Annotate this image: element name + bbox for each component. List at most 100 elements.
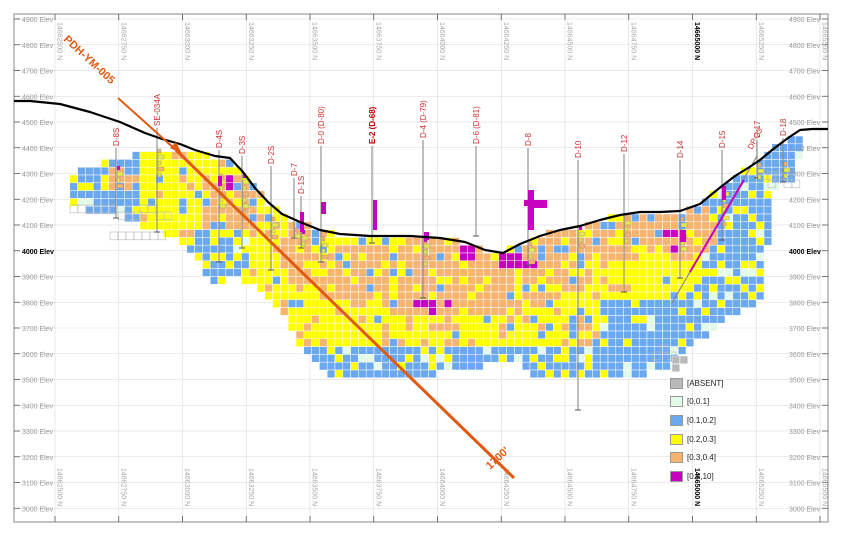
block-cell (131, 190, 141, 199)
block-cell (365, 307, 375, 316)
block-cell (529, 268, 539, 277)
legend-label: [0,0.1] (687, 397, 710, 407)
block-cell (295, 307, 305, 316)
block-cell (592, 276, 601, 285)
block-cell (482, 283, 492, 293)
block-cell (553, 276, 562, 285)
block-cell (506, 268, 515, 277)
block-cell (638, 221, 648, 230)
elevation-label-left: 3600 Elev (22, 352, 54, 359)
block-cell (319, 315, 328, 324)
block-cell (545, 291, 554, 301)
block-cell (748, 205, 757, 215)
block-cell (771, 151, 780, 160)
block-cell (303, 338, 312, 347)
block-cell (373, 291, 383, 301)
block-cell (397, 307, 406, 316)
block-cell (537, 299, 546, 308)
block-cell (560, 244, 570, 254)
block-cell (553, 369, 562, 379)
assay-interval (294, 233, 302, 239)
block-cell (326, 346, 336, 355)
block-cell (654, 221, 663, 230)
block-cell (592, 252, 601, 262)
block-cell (295, 330, 305, 340)
assay-interval (578, 237, 583, 243)
block-cell (654, 354, 663, 363)
block-cell (428, 346, 437, 355)
block-cell (482, 268, 492, 277)
block-cell (280, 299, 289, 308)
legend-swatch (670, 377, 683, 389)
block-cell (670, 330, 679, 340)
elevation-label-right: 3000 Elev (789, 506, 821, 513)
block-cell (420, 354, 429, 363)
block-cell (482, 338, 492, 347)
block-cell (358, 283, 367, 293)
block-cell (607, 307, 617, 316)
block-cell (225, 268, 234, 277)
block-cell (685, 330, 695, 340)
northing-label-bottom: 14665500 N (821, 468, 828, 506)
block-cell (677, 330, 687, 340)
block-cell (545, 369, 554, 379)
block-cell (163, 213, 172, 223)
topography (14, 99, 828, 255)
block-cell (646, 307, 656, 316)
high-grade-intercept (722, 186, 726, 200)
block-cell (436, 346, 445, 355)
block-cell (537, 338, 546, 347)
block-cell (748, 244, 757, 254)
block-cell (436, 244, 445, 254)
block-cell (233, 260, 242, 269)
block-cell (545, 315, 554, 324)
block-cell (748, 213, 757, 223)
block-cell (358, 346, 367, 355)
assay-interval (271, 222, 279, 228)
block-cell (724, 291, 734, 301)
block-cell (342, 268, 351, 277)
block-cell (475, 260, 484, 269)
block-cell (209, 174, 219, 184)
block-cell (490, 338, 500, 347)
block-cell (389, 307, 398, 316)
block-cell (545, 237, 554, 246)
block-cell (677, 291, 687, 301)
block-cell (350, 307, 359, 316)
block-cell (568, 346, 578, 355)
block-cell (638, 299, 648, 308)
block-cell (701, 283, 710, 293)
block-cell (381, 299, 390, 308)
block-cell (436, 268, 445, 277)
block-cell (443, 291, 453, 301)
block-cell (459, 268, 468, 277)
block-cell (170, 190, 180, 199)
block-cell (303, 307, 312, 316)
block-cell (334, 276, 344, 285)
block-cell (373, 237, 383, 246)
block-cell (139, 221, 149, 230)
block-cell (545, 276, 554, 285)
assay-interval (423, 243, 431, 249)
block-cell (615, 244, 624, 254)
drill-hole-label: D-17 (753, 120, 762, 138)
block-cell (490, 346, 500, 355)
block-cell (131, 166, 141, 176)
block-cell (592, 361, 601, 371)
assay-interval (757, 162, 762, 168)
block-cell (428, 260, 437, 269)
block-cell (397, 283, 406, 293)
block-cell (287, 291, 297, 301)
block-cell (662, 260, 671, 269)
block-cell (443, 268, 453, 277)
block-cell (615, 268, 624, 277)
block-cell (287, 315, 297, 324)
block-cell (592, 283, 601, 293)
block-cell (506, 322, 515, 332)
block-cell (677, 346, 687, 355)
block-cell (451, 252, 461, 262)
block-cell (170, 166, 180, 176)
block-cell (209, 276, 219, 285)
block-cell (436, 315, 445, 324)
block-cell (467, 268, 476, 277)
